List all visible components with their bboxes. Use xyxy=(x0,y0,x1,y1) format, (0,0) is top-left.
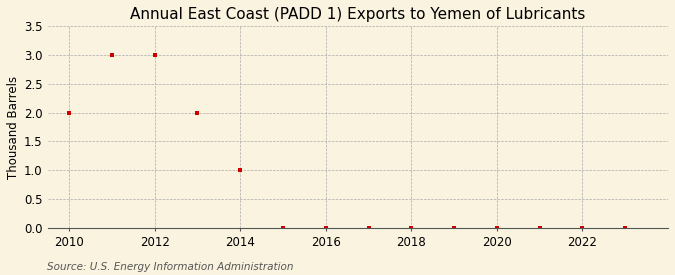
Y-axis label: Thousand Barrels: Thousand Barrels xyxy=(7,75,20,178)
Title: Annual East Coast (PADD 1) Exports to Yemen of Lubricants: Annual East Coast (PADD 1) Exports to Ye… xyxy=(130,7,585,22)
Text: Source: U.S. Energy Information Administration: Source: U.S. Energy Information Administ… xyxy=(47,262,294,272)
